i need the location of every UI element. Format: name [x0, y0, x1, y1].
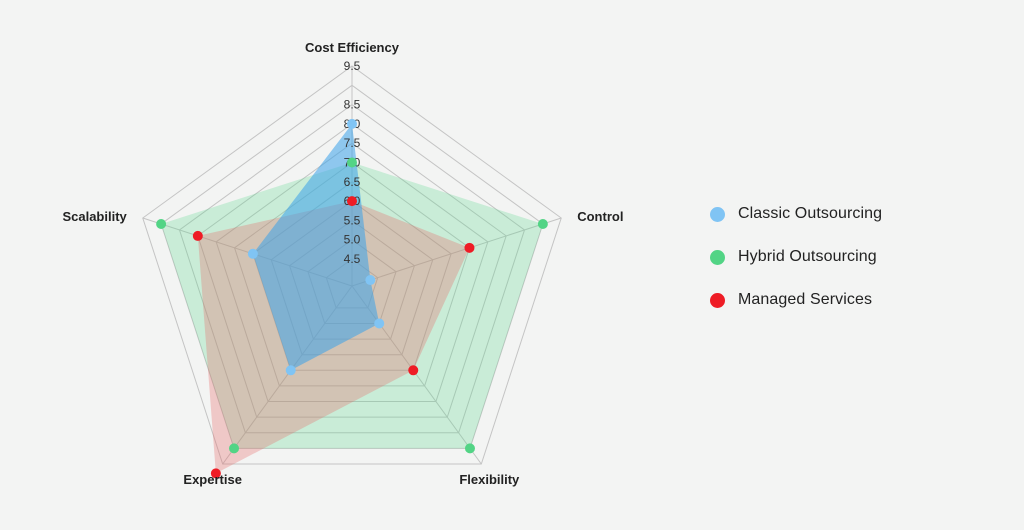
radial-tick-label: 6.5 — [344, 175, 361, 189]
data-point — [365, 275, 376, 286]
axis-label: Scalability — [62, 209, 127, 224]
axis-label: Expertise — [183, 472, 242, 487]
data-point — [347, 196, 357, 207]
axis-label: Control — [577, 209, 623, 224]
radial-tick-label: 5.5 — [344, 213, 361, 227]
data-point — [408, 365, 419, 376]
legend: Classic Outsourcing Hybrid Outsourcing M… — [710, 203, 882, 311]
radial-tick-label: 4.5 — [344, 252, 361, 266]
legend-label: Managed Services — [738, 291, 873, 308]
grid-spoke — [351, 217, 562, 287]
legend-marker-hybrid-outsourcing — [710, 249, 725, 265]
series-area — [252, 123, 380, 371]
grid-ring — [142, 65, 562, 465]
legend-item-managed-services[interactable]: Managed Services — [710, 289, 882, 311]
data-point — [347, 118, 357, 129]
legend-item-hybrid-outsourcing[interactable]: Hybrid Outsourcing — [710, 246, 882, 268]
radial-tick-label: 5.0 — [344, 233, 361, 247]
data-point — [192, 230, 203, 241]
data-point — [537, 218, 548, 229]
grid-ring — [160, 84, 544, 449]
legend-label: Hybrid Outsourcing — [738, 248, 877, 265]
axis-label: Flexibility — [459, 472, 520, 487]
radial-tick-label: 7.5 — [344, 136, 361, 150]
legend-marker-classic-outsourcing — [710, 206, 725, 222]
legend-marker-managed-services — [710, 292, 725, 308]
grid-ring — [197, 123, 507, 418]
grid-ring — [178, 103, 526, 434]
data-point — [285, 365, 296, 376]
data-point — [347, 157, 357, 168]
radial-tick-label: 8.5 — [344, 98, 361, 112]
data-point — [374, 318, 385, 329]
axis-label: Cost Efficiency — [305, 40, 400, 55]
data-point — [464, 242, 475, 253]
data-point — [247, 248, 258, 259]
data-point — [464, 443, 475, 454]
data-point — [229, 443, 240, 454]
grid-ring — [233, 161, 471, 387]
data-point — [210, 468, 221, 479]
grid-ring — [215, 142, 489, 403]
data-point — [156, 218, 167, 229]
legend-label: Classic Outsourcing — [738, 205, 883, 222]
radial-tick-label: 9.5 — [344, 59, 361, 73]
legend-item-classic-outsourcing[interactable]: Classic Outsourcing — [710, 203, 882, 225]
